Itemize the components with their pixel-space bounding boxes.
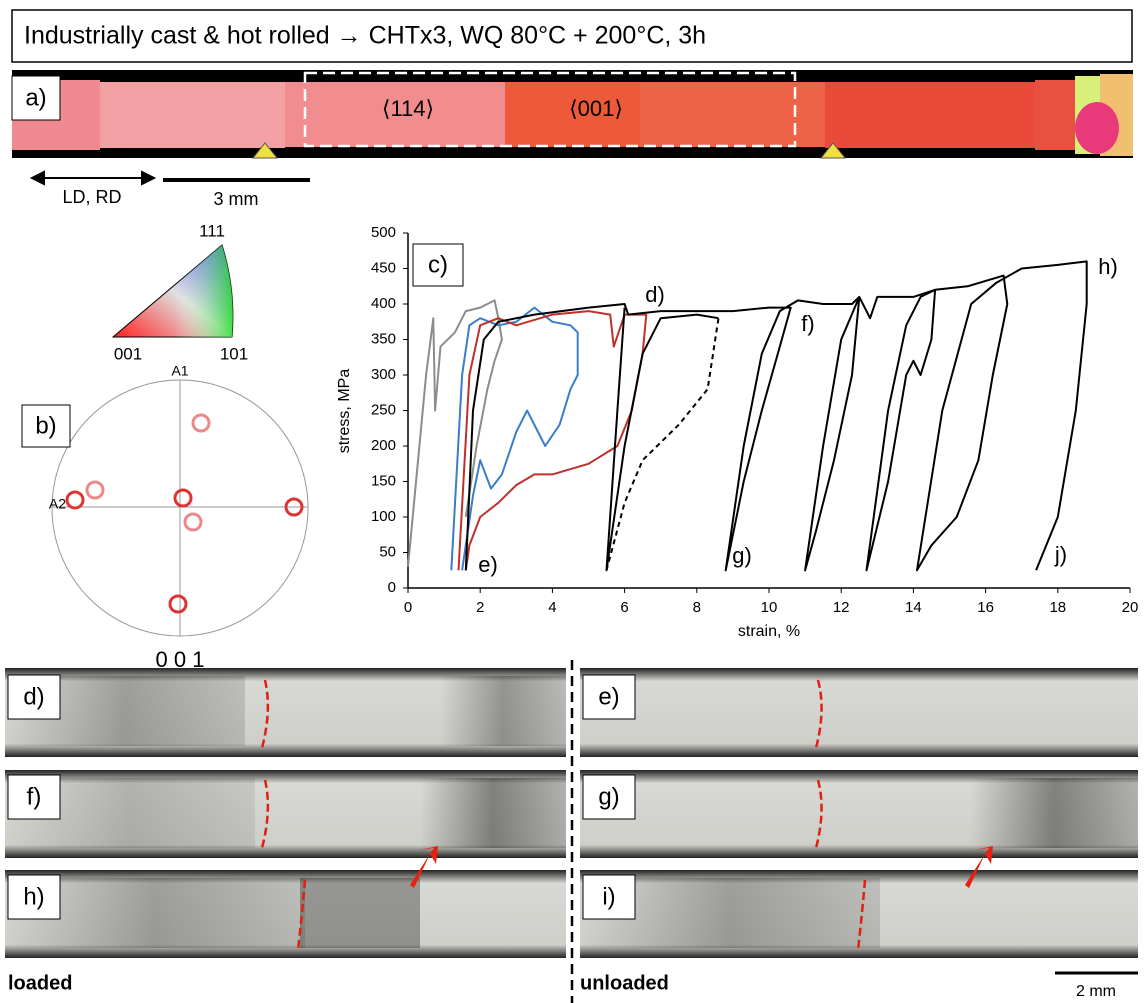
ipf-corner: 101: [220, 344, 248, 363]
caption: loaded: [8, 972, 72, 994]
x-tick-label: 16: [977, 599, 994, 616]
direction-arrow: [29, 170, 157, 186]
ipf-corner: 001: [114, 344, 142, 363]
micrograph-labels: d) e) f) g) h) i): [7, 674, 636, 920]
direction-label: LD, RD: [62, 187, 121, 207]
x-tick-label: 6: [620, 599, 628, 616]
scale-label: 2 mm: [1076, 983, 1116, 1000]
axis-label: A1: [171, 363, 188, 379]
y-tick-label: 100: [371, 508, 396, 525]
panel-label: a): [25, 84, 46, 111]
y-axis-title: stress, MPa: [336, 369, 353, 454]
y-tick-label: 500: [371, 224, 396, 241]
ipf-corner: 111: [199, 221, 225, 240]
data-line: [605, 318, 720, 571]
y-tick-label: 450: [371, 259, 396, 276]
label-box: [7, 674, 61, 720]
y-tick-label: 50: [379, 543, 396, 560]
y-tick-label: 250: [371, 401, 396, 418]
data-line: [450, 306, 579, 571]
x-tick-label: 12: [833, 599, 850, 616]
label-box: [7, 774, 61, 820]
annotation: e): [478, 552, 498, 577]
x-axis-title: strain, %: [738, 623, 800, 640]
x-tick-label: 10: [761, 599, 778, 616]
annotation: g): [732, 543, 752, 568]
label-box: [582, 774, 636, 820]
annotation: d): [645, 282, 665, 307]
data-line: [407, 299, 503, 567]
x-tick-label: 4: [548, 599, 556, 616]
data-line: [457, 310, 648, 571]
micrographs: [5, 660, 1138, 1003]
panel-label: d): [23, 683, 44, 710]
x-tick-label: 14: [905, 599, 922, 616]
data-line: [464, 260, 1088, 572]
y-tick-label: 0: [388, 579, 396, 596]
panel-label: f): [27, 783, 42, 810]
y-tick-label: 150: [371, 472, 396, 489]
panel-label: h): [23, 883, 44, 910]
title: Industrially cast & hot rolled → CHTx3, …: [24, 22, 706, 50]
pole-figure: [21, 379, 309, 637]
scale-label: 3 mm: [214, 189, 259, 209]
x-tick-label: 8: [693, 599, 701, 616]
annotation: h): [1098, 254, 1118, 279]
title-box: [11, 9, 1133, 63]
x-tick-label: 20: [1122, 599, 1139, 616]
y-tick-label: 350: [371, 330, 396, 347]
plane-label: 0 0 1: [156, 647, 205, 672]
y-tick-label: 200: [371, 437, 396, 454]
x-tick-label: 18: [1049, 599, 1066, 616]
y-tick-label: 300: [371, 366, 396, 383]
panel-label: g): [598, 783, 619, 810]
chart: c) strain, % stress, MPa 050100150200250…: [336, 224, 1138, 640]
orientation-label: ⟨001⟩: [569, 96, 623, 121]
axis-label: A2: [49, 496, 66, 512]
label-box: [582, 674, 636, 720]
panel-label: e): [598, 683, 619, 710]
ipf-triangle: [111, 244, 234, 338]
label-box: [582, 874, 636, 920]
label-box: [7, 874, 61, 920]
caption: unloaded: [580, 972, 669, 994]
panel-label: b): [35, 412, 56, 439]
panel-label: c): [428, 251, 448, 278]
orientation-label: ⟨114⟩: [382, 96, 434, 121]
x-tick-label: 0: [404, 599, 412, 616]
annotation: j): [1054, 542, 1067, 567]
ebsd-map: [11, 70, 1133, 159]
annotation: f): [801, 311, 814, 336]
x-tick-label: 2: [476, 599, 484, 616]
panel-label: i): [602, 883, 615, 910]
y-tick-label: 400: [371, 295, 396, 312]
